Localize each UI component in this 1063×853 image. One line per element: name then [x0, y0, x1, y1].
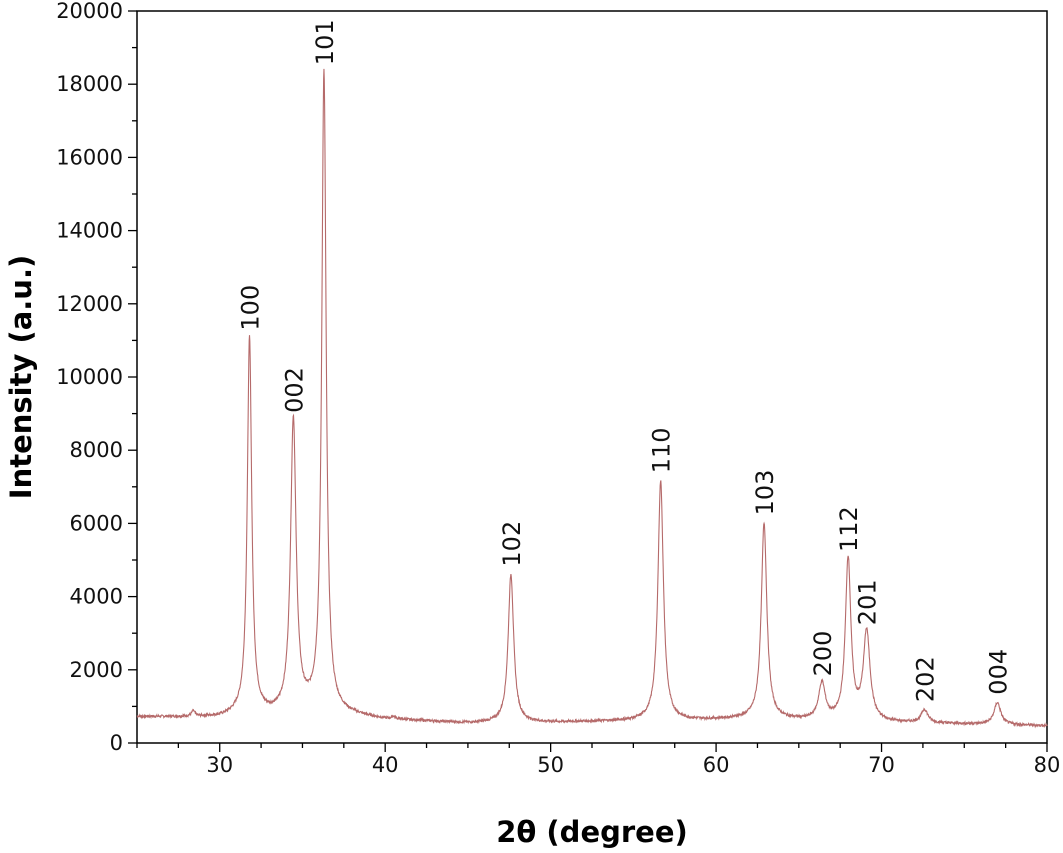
x-tick-label: 70: [868, 753, 895, 777]
y-axis-title: Intensity (a.u.): [4, 255, 38, 499]
plot-frame: [136, 10, 1048, 744]
x-tick-label: 50: [537, 753, 564, 777]
peak-label-200: 200: [809, 631, 837, 677]
x-tick-label: 40: [372, 753, 399, 777]
y-tick-label: 0: [110, 731, 123, 755]
peak-label-110: 110: [648, 427, 676, 473]
x-tick-label: 60: [703, 753, 730, 777]
peak-label-004: 004: [984, 649, 1012, 695]
y-tick-label: 4000: [70, 585, 123, 609]
axes: [136, 10, 1048, 744]
plot-area: [136, 68, 1048, 729]
peak-label-100: 100: [237, 285, 265, 331]
y-tick-label: 18000: [56, 72, 123, 96]
y-tick-label: 12000: [56, 292, 123, 316]
y-tick-label: 8000: [70, 438, 123, 462]
peak-labels: 100 002 101 102 110 103 200 112 201 202 004: [237, 19, 1013, 702]
x-tick-label: 80: [1034, 753, 1061, 777]
peak-label-112: 112: [835, 506, 863, 552]
y-tick-label: 20000: [56, 0, 123, 23]
y-tick-label: 2000: [70, 658, 123, 682]
peak-label-002: 002: [280, 367, 308, 413]
y-tick-label: 14000: [56, 219, 123, 243]
x-axis-title: 2θ (degree): [496, 815, 688, 849]
y-tick-label: 6000: [70, 511, 123, 535]
peak-label-201: 201: [854, 579, 882, 625]
ticks: 30 40 50 60 70 80 0 2000 4000 6000 8000 10000 12000 1…: [56, 0, 1060, 777]
xrd-pattern-line: [136, 68, 1048, 729]
x-tick-label: 30: [206, 753, 233, 777]
peak-label-202: 202: [912, 656, 940, 702]
peak-label-103: 103: [751, 470, 779, 516]
peak-label-101: 101: [311, 19, 339, 65]
y-tick-label: 16000: [56, 145, 123, 169]
peak-label-102: 102: [498, 521, 526, 567]
y-tick-label: 10000: [56, 365, 123, 389]
